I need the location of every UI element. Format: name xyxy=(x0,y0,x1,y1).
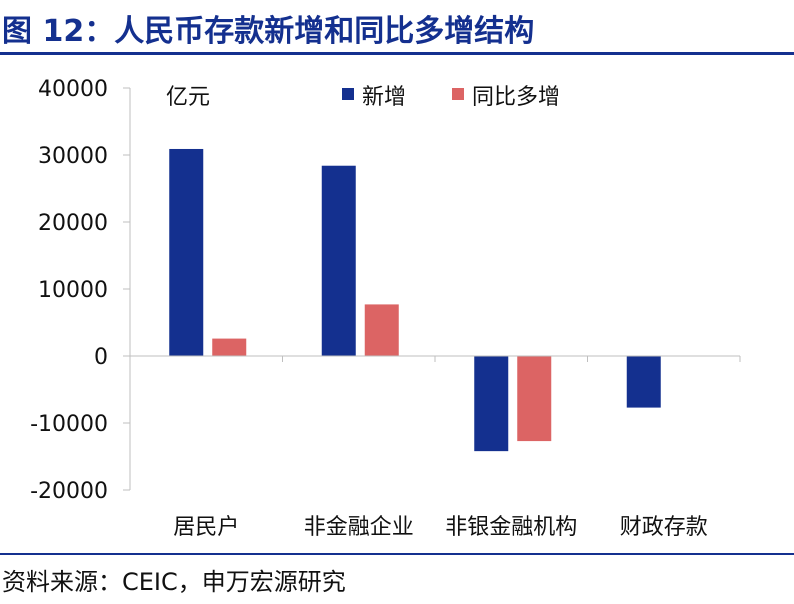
bar-yoy-2 xyxy=(517,356,552,442)
legend-label: 新增 xyxy=(362,85,406,110)
footer-divider xyxy=(0,553,794,555)
y-tick-label: 10000 xyxy=(38,278,108,303)
y-tick-label: 20000 xyxy=(38,211,108,236)
legend-swatch xyxy=(452,88,464,100)
y-axis: 40000 30000 20000 10000 0 -10000 -20000 xyxy=(30,77,131,504)
unit-label: 亿元 xyxy=(166,85,210,110)
chart-area: 亿元 新增 同比多增 40000 30000 20000 10000 0 -10000 -20… xyxy=(0,56,794,550)
category-label: 居民户 xyxy=(173,515,239,540)
bar-yoy-0 xyxy=(212,338,247,356)
category-label: 非银金融机构 xyxy=(445,515,577,540)
category-label: 非金融企业 xyxy=(304,515,414,540)
bar-new-2 xyxy=(474,356,509,452)
page-title: 图 12：人民币存款新增和同比多增结构 xyxy=(2,14,535,49)
y-tick-label: 40000 xyxy=(38,77,108,102)
y-tick-label: -10000 xyxy=(30,412,108,437)
bar-new-0 xyxy=(169,148,204,356)
title-bar: 图 12：人民币存款新增和同比多增结构 xyxy=(0,0,794,55)
legend-swatch xyxy=(342,88,354,100)
x-axis: 居民户 非金融企业 非银金融机构 财政存款 xyxy=(129,355,741,540)
bar-chart: 亿元 新增 同比多增 40000 30000 20000 10000 0 -10000 -20… xyxy=(30,77,741,540)
bar-new-1 xyxy=(321,165,356,356)
bar-new-3 xyxy=(626,356,661,408)
legend-label: 同比多增 xyxy=(472,85,560,110)
bar-yoy-1 xyxy=(364,304,399,356)
bars xyxy=(169,148,661,452)
y-tick-label: -20000 xyxy=(30,479,108,504)
y-tick-label: 30000 xyxy=(38,144,108,169)
legend: 新增 同比多增 xyxy=(342,85,560,110)
source-note: 资料来源：CEIC，申万宏源研究 xyxy=(2,568,346,596)
category-label: 财政存款 xyxy=(620,515,708,540)
y-tick-label: 0 xyxy=(94,345,108,370)
